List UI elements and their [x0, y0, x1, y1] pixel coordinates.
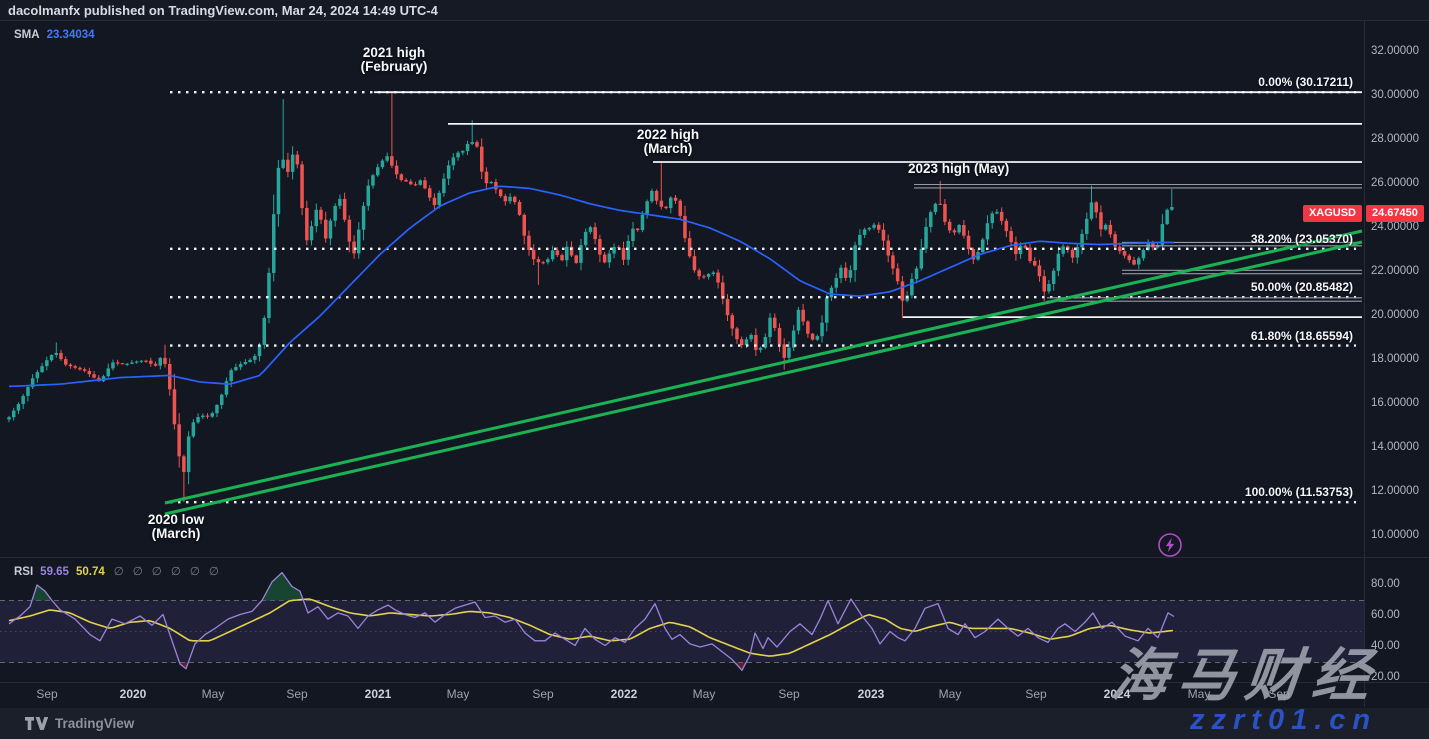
time-tick-label[interactable]: Sep [532, 687, 554, 701]
watermark-url: zzrt01.cn [1190, 704, 1378, 736]
time-tick-label[interactable]: Sep [36, 687, 58, 701]
last-price-axis-label: 24.67450 [1366, 205, 1424, 222]
rsi-legend-value: 59.65 [40, 566, 69, 578]
price-tick-label[interactable]: 10.00000 [1371, 529, 1419, 541]
trend-channel-layer [164, 229, 1363, 516]
time-tick-label[interactable]: Sep [1025, 687, 1047, 701]
price-tick-label[interactable]: 28.00000 [1371, 133, 1419, 145]
publish-info-text: dacolmanfx published on TradingView.com,… [8, 3, 438, 18]
publish-bar: dacolmanfx published on TradingView.com,… [0, 0, 1429, 21]
rsi-tick-label[interactable]: 80.00 [1371, 578, 1400, 590]
fib-lines-layer [170, 90, 1356, 504]
rsi-ma-value: 50.74 [75, 566, 105, 578]
fib-label-61.8: 61.80% (18.65594) [1250, 328, 1353, 343]
time-tick-label[interactable]: Sep [778, 687, 800, 701]
annotation-label-2: 2023 high (May) [908, 161, 1010, 176]
lightning-button[interactable] [1157, 532, 1183, 558]
price-tick-label[interactable]: 30.00000 [1371, 89, 1419, 101]
symbol-price-label: XAGUSD [1302, 205, 1362, 222]
rsi-hidden-value-icon: ∅ [151, 566, 162, 578]
fib-label-50: 50.00% (20.85482) [1250, 280, 1353, 295]
rsi-hidden-value-icon: ∅ [208, 566, 219, 578]
fib-label-100: 100.00% (11.53753) [1244, 485, 1353, 500]
sma-line-layer [8, 185, 1174, 388]
price-tick-label[interactable]: 16.00000 [1371, 397, 1419, 409]
tradingview-logo-icon [25, 717, 48, 730]
time-tick-label[interactable]: May [692, 687, 716, 701]
rsi-legend-label: RSI [14, 566, 34, 578]
rsi-hidden-value-icon: ∅ [113, 566, 124, 578]
price-tick-label[interactable]: 18.00000 [1371, 353, 1419, 365]
ray-lines-layer [374, 91, 1362, 319]
annotation-label-0: 2021 high (February) [360, 45, 428, 74]
tradingview-logo[interactable]: TradingView [25, 716, 134, 731]
footer-bar [0, 708, 1429, 739]
time-tick-label[interactable]: May [446, 687, 470, 701]
rsi-hidden-value-icon: ∅ [189, 566, 200, 578]
rsi-hidden-value-icon: ∅ [132, 566, 143, 578]
tradingview-brand-text: TradingView [55, 716, 135, 731]
pane-divider[interactable] [0, 557, 1429, 558]
time-tick-label[interactable]: May [201, 687, 225, 701]
rsi-hidden-value-icon: ∅ [170, 566, 181, 578]
rsi-tick-label[interactable]: 40.00 [1371, 640, 1400, 652]
time-tick-label[interactable]: 2022 [610, 687, 638, 701]
annotation-label-1: 2022 high (March) [636, 127, 700, 156]
time-tick-label[interactable]: 2020 [119, 687, 147, 701]
sma-legend[interactable]: SMA 23.34034 [14, 29, 95, 41]
price-tick-label[interactable]: 32.00000 [1371, 45, 1419, 57]
rsi-tick-label[interactable]: 20.00 [1371, 671, 1400, 683]
sma-legend-label: SMA [14, 29, 40, 41]
time-tick-label[interactable]: Sep [286, 687, 308, 701]
annotation-label-3: 2020 low (March) [147, 512, 205, 541]
watermark-chinese: 海马财经 [1108, 644, 1383, 708]
fib-label-38.2: 38.20% (23.05370) [1250, 231, 1353, 246]
rsi-pane-layer [0, 571, 1364, 671]
time-tick-label[interactable]: Sep [1268, 687, 1290, 701]
price-scale-divider[interactable] [1364, 21, 1365, 707]
time-tick-label[interactable]: 2024 [1103, 687, 1131, 701]
rsi-tick-label[interactable]: 60.00 [1371, 609, 1400, 621]
rsi-legend[interactable]: RSI 59.65 50.74 ∅ ∅ ∅ ∅ ∅ ∅ [14, 564, 219, 578]
price-tick-label[interactable]: 14.00000 [1371, 441, 1419, 453]
fib-label-0: 0.00% (30.17211) [1258, 75, 1353, 90]
candles-layer [7, 92, 1174, 503]
time-tick-label[interactable]: 2021 [364, 687, 392, 701]
price-tick-label[interactable]: 20.00000 [1371, 309, 1419, 321]
lightning-icon [1158, 533, 1182, 557]
time-tick-label[interactable]: May [1187, 687, 1211, 701]
price-tick-label[interactable]: 22.00000 [1371, 265, 1419, 277]
time-tick-label[interactable]: May [938, 687, 962, 701]
sma-legend-value: 23.34034 [46, 29, 95, 41]
price-tick-label[interactable]: 12.00000 [1371, 485, 1419, 497]
price-tick-label[interactable]: 24.00000 [1371, 221, 1419, 233]
time-axis-divider [0, 682, 1429, 683]
rsi-empty-slots: ∅ ∅ ∅ ∅ ∅ ∅ [105, 566, 219, 578]
time-tick-label[interactable]: 2023 [857, 687, 885, 701]
price-tick-label[interactable]: 26.00000 [1371, 177, 1419, 189]
